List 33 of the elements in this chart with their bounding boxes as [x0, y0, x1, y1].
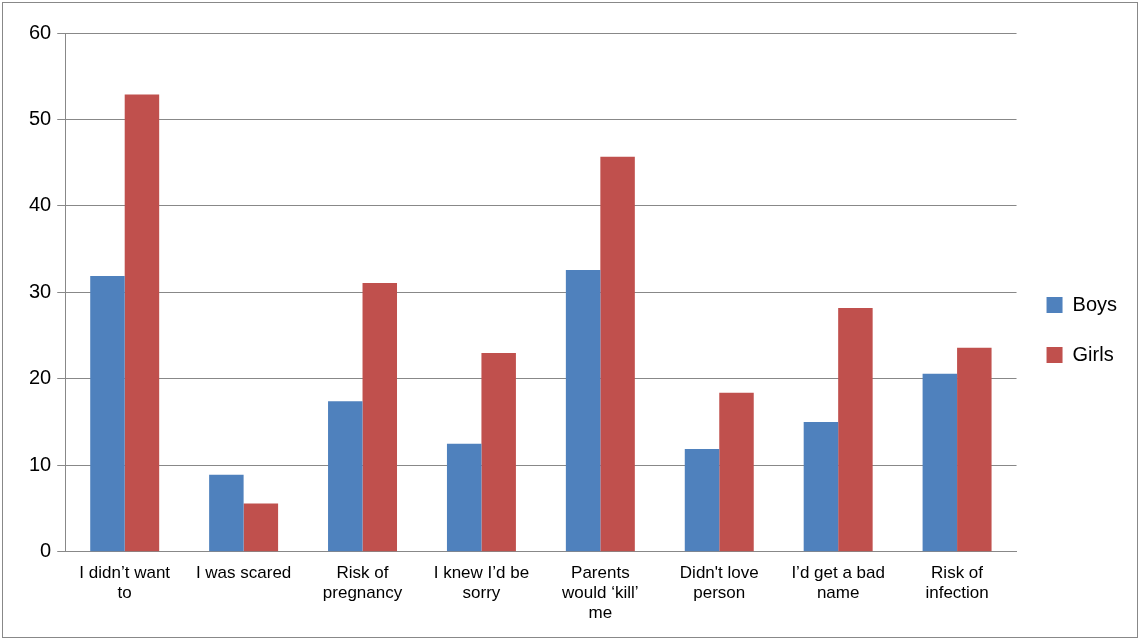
- x-tick-label: Risk of pregnancy: [322, 562, 403, 603]
- bar: [124, 94, 160, 552]
- x-tick-label: I didn’t want to: [79, 562, 171, 603]
- bar: [803, 422, 839, 552]
- bar: [90, 275, 125, 552]
- y-tick-label: 50: [29, 106, 52, 129]
- y-tick-label: 40: [29, 193, 52, 216]
- x-tick-label: I was scared: [195, 562, 292, 582]
- bar: [838, 307, 873, 552]
- x-tick-label: I’d get a bad name: [791, 562, 885, 603]
- bar: [957, 347, 992, 552]
- legend-label: Boys: [1072, 292, 1118, 315]
- bar: [922, 373, 958, 552]
- x-tick-label: I knew I’d be sorry: [433, 562, 530, 603]
- y-tick-label: 0: [40, 539, 52, 562]
- bar: [328, 401, 363, 552]
- x-tick-label: Didn't love person: [679, 562, 759, 603]
- bar: [481, 352, 516, 552]
- x-tick-label: Risk of infection: [925, 562, 989, 603]
- bar: [362, 282, 398, 552]
- bar: [684, 448, 720, 552]
- y-tick-label: 20: [29, 366, 52, 389]
- legend-label: Girls: [1072, 342, 1114, 365]
- x-tick-label: Parents would ‘kill’ me: [561, 562, 639, 623]
- bar: [243, 503, 279, 552]
- y-tick-label: 30: [29, 279, 52, 302]
- y-tick-label: 60: [29, 20, 52, 43]
- bar: [600, 156, 635, 552]
- y-tick-label: 10: [29, 452, 52, 475]
- bar: [209, 474, 244, 552]
- bar: [565, 269, 601, 552]
- bar: [719, 392, 754, 552]
- bar: [446, 443, 482, 552]
